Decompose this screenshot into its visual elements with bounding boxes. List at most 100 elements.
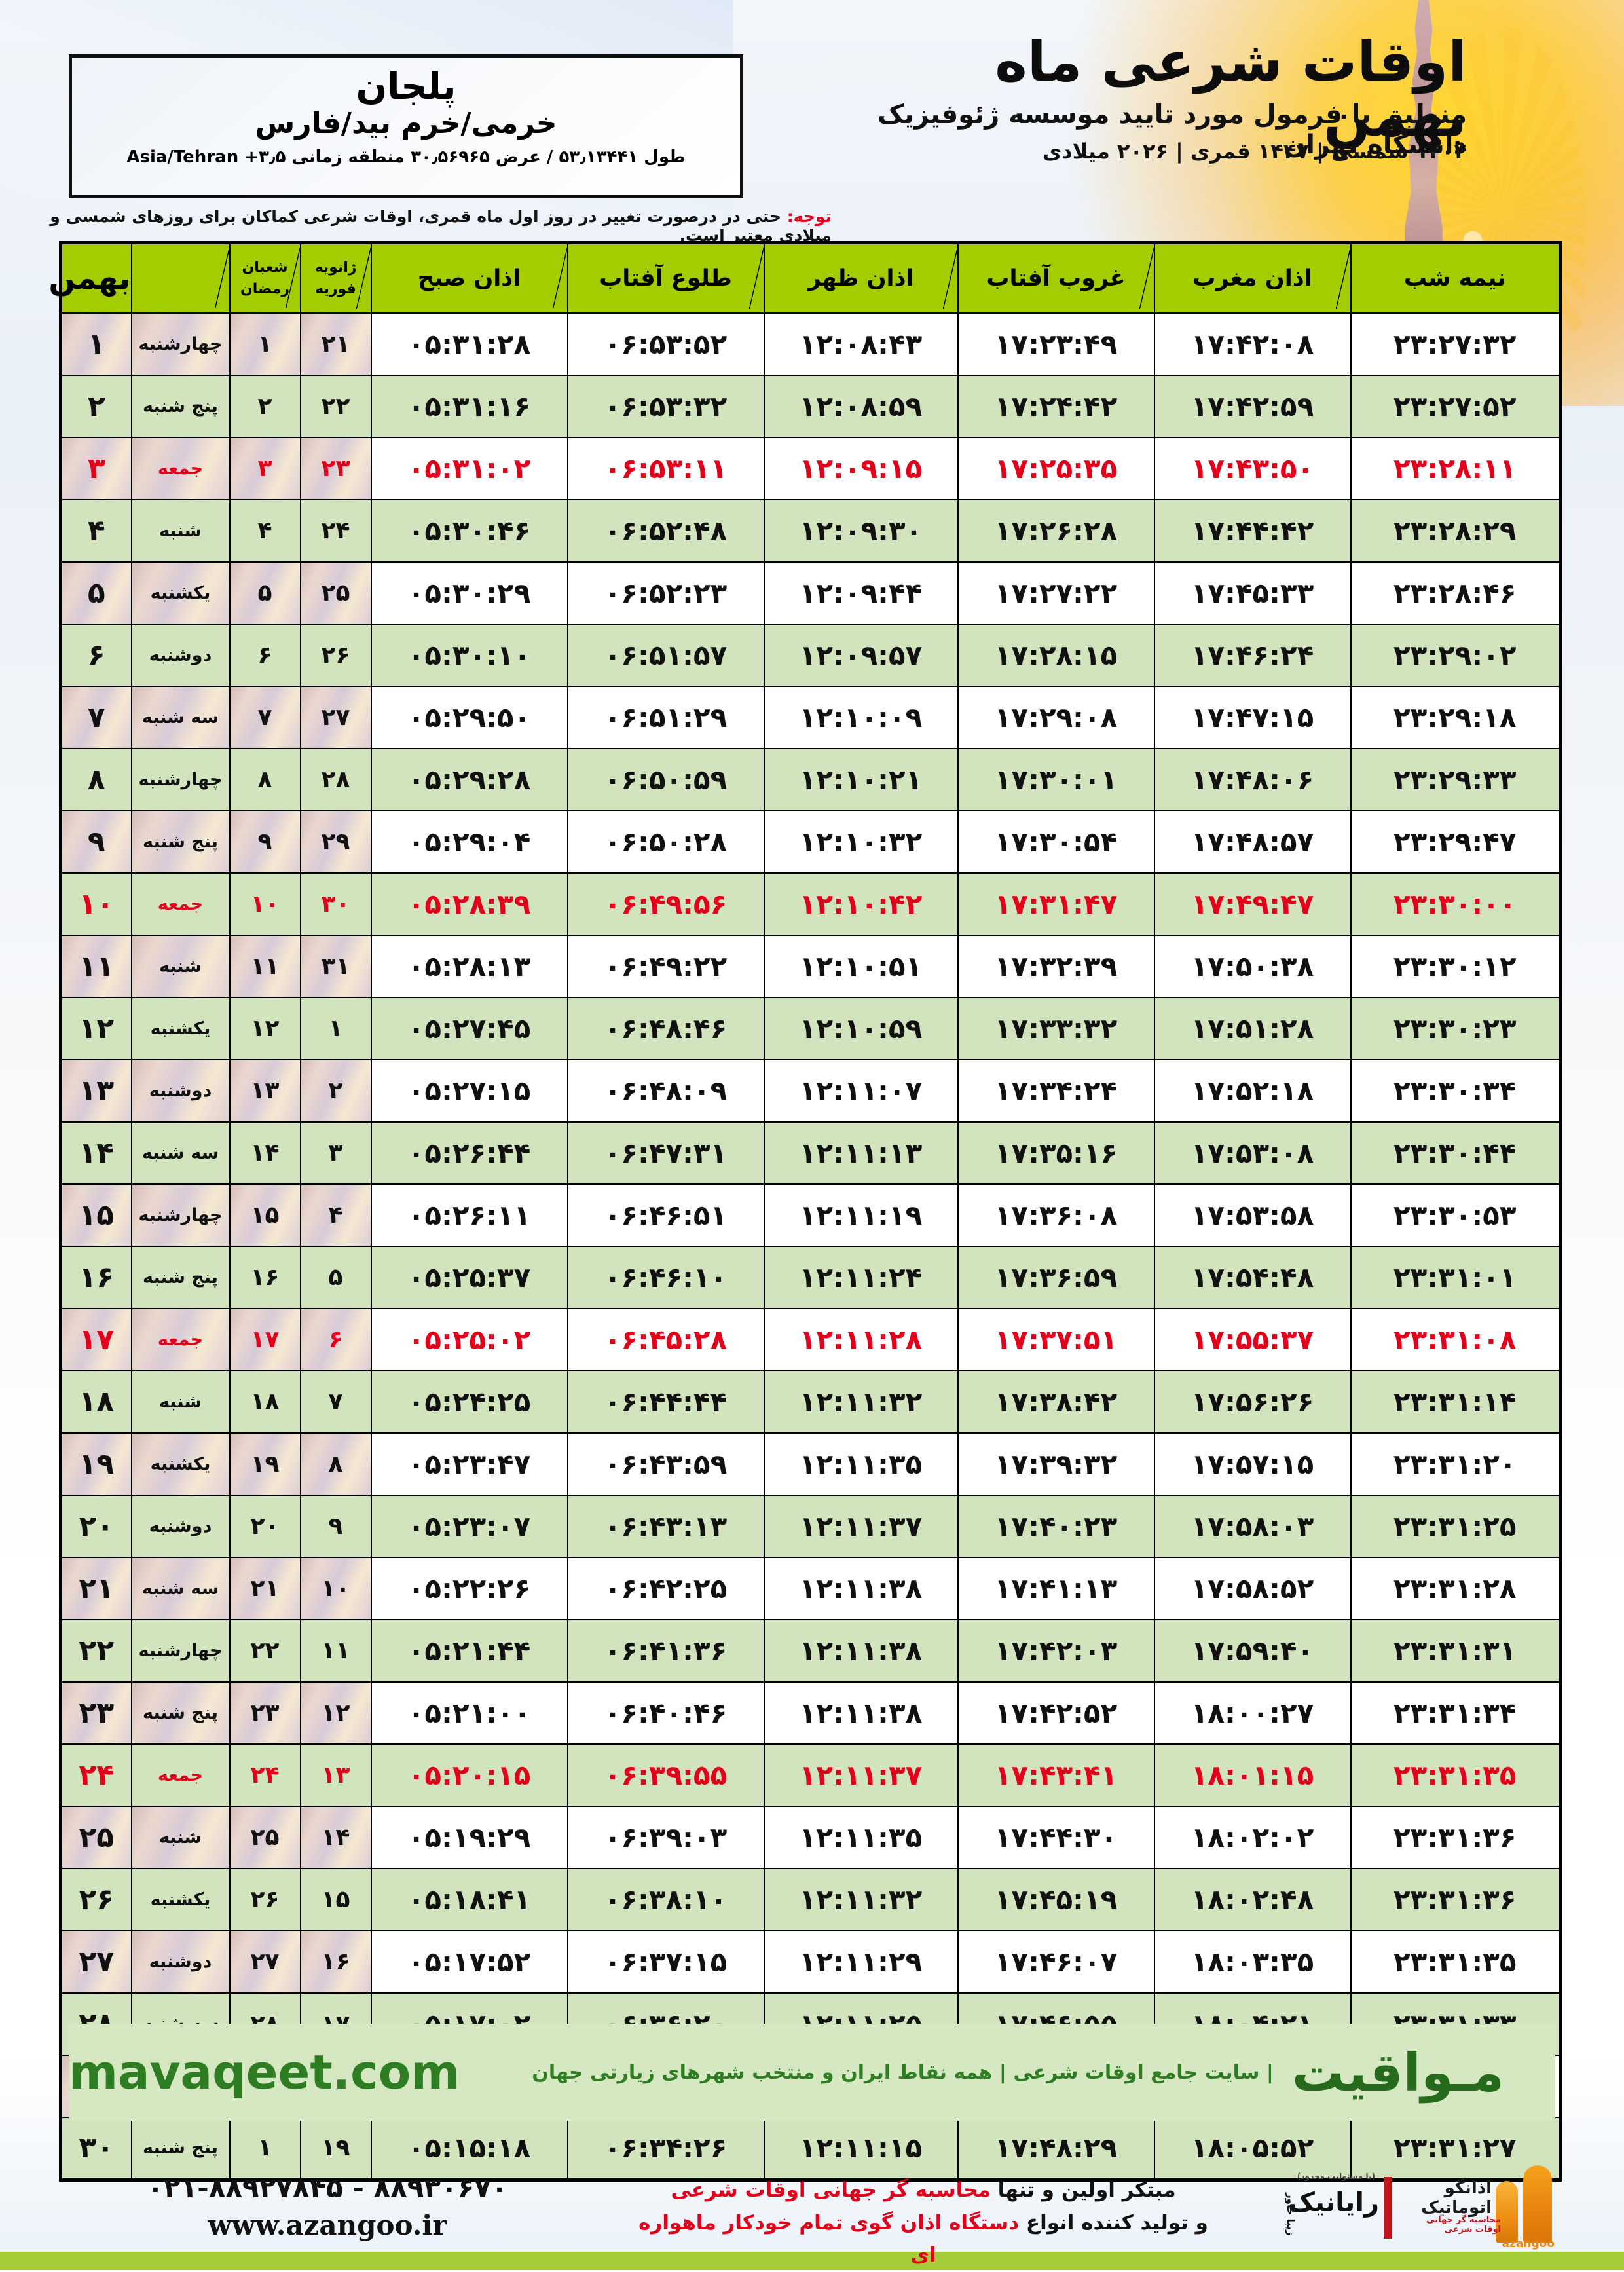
cell-maghrib: ۱۷:۵۱:۲۸ xyxy=(1153,997,1352,1060)
col-header-gregorian-line2: فوریه xyxy=(315,281,356,297)
cell-hijri: ۱ xyxy=(229,312,301,376)
cell-fajr: ۰۵:۳۱:۱۶ xyxy=(370,375,568,438)
table-row: ۲۳:۳۱:۲۰ ۱۷:۵۷:۱۵ ۱۷:۳۹:۳۲ ۱۲:۱۱:۳۵ ۰۶:۴۳:۵۹… xyxy=(60,1432,1561,1496)
col-header-month: بهمن xyxy=(48,242,132,314)
cell-maghrib: ۱۷:۴۹:۴۷ xyxy=(1153,872,1352,936)
cell-weekday: دوشنبه xyxy=(130,1495,231,1558)
cell-midnight: ۲۳:۳۱:۳۵ xyxy=(1350,1743,1561,1807)
cell-weekday: شنبه xyxy=(130,1370,231,1434)
cell-weekday: پنج شنبه xyxy=(130,375,231,438)
cell-day: ۲۳ xyxy=(60,1681,132,1745)
cell-hijri: ۸ xyxy=(229,748,301,811)
cell-maghrib: ۱۷:۴۵:۳۳ xyxy=(1153,561,1352,625)
footer-slogan-line2-a: و تولید کننده انواع xyxy=(1019,2210,1208,2235)
cell-maghrib: ۱۷:۴۲:۰۸ xyxy=(1153,312,1352,376)
cell-dhuhr: ۱۲:۰۹:۴۴ xyxy=(763,561,959,625)
col-header-hijri-line2: رمضان xyxy=(240,281,289,297)
table-header-row: نیمه شب اذان مغرب غروب آفتاب اذان ظهر طل… xyxy=(48,242,1561,314)
cell-midnight: ۲۳:۲۸:۱۱ xyxy=(1350,437,1561,500)
rayaneek-name: رایانیک xyxy=(1287,2188,1379,2218)
cell-sunrise: ۰۶:۴۸:۴۶ xyxy=(566,997,765,1060)
table-row: ۲۳:۳۱:۰۱ ۱۷:۵۴:۴۸ ۱۷:۳۶:۵۹ ۱۲:۱۱:۲۴ ۰۶:۴۶:۱۰… xyxy=(60,1246,1561,1309)
col-header-hijri: شعبان رمضان xyxy=(229,242,302,314)
footer-slogan-line2-b: دستگاه اذان گوی تمام خودکار ماهواره ای xyxy=(638,2210,1020,2267)
cell-weekday: دوشنبه xyxy=(130,1930,231,1994)
table-row: ۲۳:۳۱:۲۸ ۱۷:۵۸:۵۲ ۱۷:۴۱:۱۳ ۱۲:۱۱:۳۸ ۰۶:۴۲:۲۵… xyxy=(60,1557,1561,1620)
table-row: ۲۳:۲۸:۲۹ ۱۷:۴۴:۴۲ ۱۷:۲۶:۲۸ ۱۲:۰۹:۳۰ ۰۶:۵۲:۴۸… xyxy=(60,499,1561,563)
cell-sunrise: ۰۶:۵۲:۴۸ xyxy=(566,499,765,563)
azangoo-logo: اذانگو اتوماتیک محاسبه گر جهانی اوقات شر… xyxy=(1413,2164,1564,2250)
cell-day: ۲۱ xyxy=(60,1557,132,1620)
cell-midnight: ۲۳:۲۹:۱۸ xyxy=(1350,686,1561,749)
cell-day: ۹ xyxy=(60,810,132,874)
table-row: ۲۳:۳۱:۳۵ ۱۸:۰۱:۱۵ ۱۷:۴۳:۴۱ ۱۲:۱۱:۳۷ ۰۶:۳۹:۵۵… xyxy=(60,1743,1561,1807)
cell-dhuhr: ۱۲:۱۱:۳۷ xyxy=(763,1743,959,1807)
cell-weekday: دوشنبه xyxy=(130,624,231,687)
banner-tagline: | سایت جامع اوقات شرعی | همه نقاط ایران … xyxy=(532,2060,1274,2084)
cell-hijri: ۲۴ xyxy=(229,1743,301,1807)
cell-hijri: ۲ xyxy=(229,375,301,438)
cell-sunset: ۱۷:۴۰:۲۳ xyxy=(957,1495,1155,1558)
cell-fajr: ۰۵:۲۳:۴۷ xyxy=(370,1432,568,1496)
cell-hijri: ۴ xyxy=(229,499,301,563)
cell-sunset: ۱۷:۳۳:۳۲ xyxy=(957,997,1155,1060)
cell-hijri: ۱۹ xyxy=(229,1432,301,1496)
cell-maghrib: ۱۸:۰۰:۲۷ xyxy=(1153,1681,1352,1745)
cell-fajr: ۰۵:۲۲:۲۶ xyxy=(370,1557,568,1620)
cell-fajr: ۰۵:۱۷:۵۲ xyxy=(370,1930,568,1994)
cell-maghrib: ۱۸:۰۲:۴۸ xyxy=(1153,1868,1352,1931)
cell-dhuhr: ۱۲:۱۱:۳۸ xyxy=(763,1619,959,1683)
cell-hijri: ۱۰ xyxy=(229,872,301,936)
banner-domain[interactable]: mavaqeet.com xyxy=(69,2045,460,2100)
cell-hijri: ۳ xyxy=(229,437,301,500)
cell-greg: ۲۳ xyxy=(299,437,372,500)
cell-fajr: ۰۵:۱۵:۱۸ xyxy=(370,2117,568,2180)
mavaqeet-banner[interactable]: مـواقیت | سایت جامع اوقات شرعی | همه نقا… xyxy=(69,2024,1555,2121)
footer-website[interactable]: www.azangoo.ir xyxy=(208,2209,447,2241)
cell-sunset: ۱۷:۴۲:۰۳ xyxy=(957,1619,1155,1683)
cell-sunrise: ۰۶:۳۷:۱۵ xyxy=(566,1930,765,1994)
cell-weekday: یکشنبه xyxy=(130,1868,231,1931)
cell-sunset: ۱۷:۴۸:۲۹ xyxy=(957,2117,1155,2180)
cell-sunrise: ۰۶:۴۹:۵۶ xyxy=(566,872,765,936)
cell-midnight: ۲۳:۳۱:۲۰ xyxy=(1350,1432,1561,1496)
location-box: پلجان خرمی/خرم بید/فارس طول ۵۳٫۱۳۴۴۱ / ع… xyxy=(69,54,743,198)
cell-midnight: ۲۳:۲۸:۲۹ xyxy=(1350,499,1561,563)
prayer-times-table-wrap: نیمه شب اذان مغرب غروب آفتاب اذان ظهر طل… xyxy=(48,241,1562,2182)
cell-hijri: ۲۲ xyxy=(229,1619,301,1683)
cell-weekday: جمعه xyxy=(130,1308,231,1371)
cell-greg: ۱۹ xyxy=(299,2117,372,2180)
cell-day: ۱ xyxy=(60,312,132,376)
cell-weekday: دوشنبه xyxy=(130,1059,231,1123)
cell-greg: ۲ xyxy=(299,1059,372,1123)
cell-greg: ۱۵ xyxy=(299,1868,372,1931)
cell-day: ۲ xyxy=(60,375,132,438)
table-row: ۲۳:۳۰:۴۴ ۱۷:۵۳:۰۸ ۱۷:۳۵:۱۶ ۱۲:۱۱:۱۳ ۰۶:۴۷:۳۱… xyxy=(60,1121,1561,1185)
table-row: ۲۳:۳۰:۳۴ ۱۷:۵۲:۱۸ ۱۷:۳۴:۲۴ ۱۲:۱۱:۰۷ ۰۶:۴۸:۰۹… xyxy=(60,1059,1561,1123)
cell-weekday: چهارشنبه xyxy=(130,748,231,811)
cell-weekday: یکشنبه xyxy=(130,561,231,625)
cell-fajr: ۰۵:۲۷:۱۵ xyxy=(370,1059,568,1123)
cell-sunset: ۱۷:۳۶:۰۸ xyxy=(957,1183,1155,1247)
cell-greg: ۱۱ xyxy=(299,1619,372,1683)
cell-weekday: سه شنبه xyxy=(130,1557,231,1620)
cell-hijri: ۱۴ xyxy=(229,1121,301,1185)
table-row: ۲۳:۲۹:۱۸ ۱۷:۴۷:۱۵ ۱۷:۲۹:۰۸ ۱۲:۱۰:۰۹ ۰۶:۵۱:۲۹… xyxy=(60,686,1561,749)
footer-contact: ۰۲۱-۸۸۹۲۷۸۴۵ - ۸۸۹۳۰۶۷۰ www.azangoo.ir xyxy=(105,2172,550,2241)
cell-day: ۴ xyxy=(60,499,132,563)
cell-sunrise: ۰۶:۵۰:۵۹ xyxy=(566,748,765,811)
cell-maghrib: ۱۷:۴۸:۵۷ xyxy=(1153,810,1352,874)
cell-hijri: ۲۰ xyxy=(229,1495,301,1558)
cell-greg: ۱۲ xyxy=(299,1681,372,1745)
col-header-fajr: اذان صبح xyxy=(370,242,569,314)
cell-day: ۱۶ xyxy=(60,1246,132,1309)
cell-maghrib: ۱۷:۵۳:۰۸ xyxy=(1153,1121,1352,1185)
table-row: ۲۳:۳۱:۲۷ ۱۸:۰۵:۵۲ ۱۷:۴۸:۲۹ ۱۲:۱۱:۱۵ ۰۶:۳۴:۲۶… xyxy=(60,2117,1561,2180)
cell-greg: ۲۵ xyxy=(299,561,372,625)
cell-sunrise: ۰۶:۵۳:۱۱ xyxy=(566,437,765,500)
note-line: توجه: حتی در درصورت تغییر در روز اول ماه… xyxy=(39,207,832,245)
cell-sunset: ۱۷:۲۶:۲۸ xyxy=(957,499,1155,563)
cell-midnight: ۲۳:۳۱:۳۱ xyxy=(1350,1619,1561,1683)
cell-hijri: ۱۲ xyxy=(229,997,301,1060)
cell-weekday: جمعه xyxy=(130,437,231,500)
